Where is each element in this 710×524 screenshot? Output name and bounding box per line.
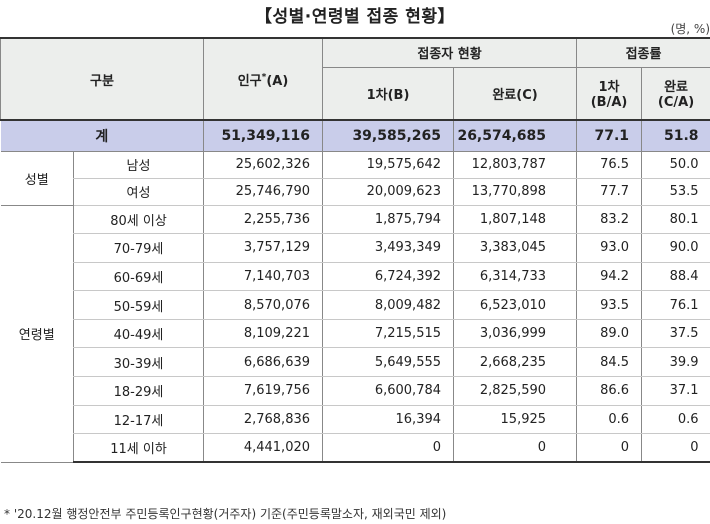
row-rate-complete: 76.1 [641, 290, 710, 320]
total-complete: 26,574,685 [453, 119, 577, 152]
total-label: 계 [0, 119, 204, 152]
row-first: 0 [322, 433, 454, 464]
row-label: 12-17세 [72, 405, 204, 435]
header-rate-complete: 완료 (C/A) [641, 66, 710, 121]
row-complete: 12,803,787 [453, 151, 577, 179]
row-rate-first: 93.5 [576, 290, 642, 320]
row-label: 남성 [72, 151, 204, 179]
group-label-age: 연령별 [0, 205, 74, 463]
row-rate-complete: 88.4 [641, 262, 710, 292]
row-rate-complete: 80.1 [641, 205, 710, 235]
row-label: 30-39세 [72, 347, 204, 378]
row-rate-complete: 90.0 [641, 233, 710, 263]
row-rate-complete: 39.9 [641, 347, 710, 378]
row-first: 8,009,482 [322, 290, 454, 320]
table-row: 18-29세 7,619,756 6,600,784 2,825,590 86.6 37.… [1, 376, 710, 406]
row-population: 25,746,790 [203, 178, 323, 206]
table-row: 11세 이하 4,441,020 0 0 0 0 [1, 433, 710, 464]
header-vaccinated: 접종자 현황 [322, 37, 578, 68]
row-label: 11세 이하 [72, 433, 204, 464]
row-population: 8,570,076 [203, 290, 323, 320]
row-rate-complete: 0 [641, 433, 710, 464]
row-rate-first: 76.5 [576, 151, 642, 179]
table-row: 40-49세 8,109,221 7,215,515 3,036,999 89.0 37.… [1, 319, 710, 349]
row-complete: 1,807,148 [453, 205, 577, 235]
row-population: 2,255,736 [203, 205, 323, 235]
header-population: 인구*(A) [203, 37, 324, 121]
row-rate-first: 0 [576, 433, 642, 464]
row-population: 6,686,639 [203, 347, 323, 378]
row-label: 여성 [72, 178, 204, 206]
row-first: 1,875,794 [322, 205, 454, 235]
row-rate-complete: 0.6 [641, 405, 710, 435]
table-row: 12-17세 2,768,836 16,394 15,925 0.6 0.6 [1, 405, 710, 435]
group-label-gender: 성별 [0, 151, 74, 206]
row-rate-first: 94.2 [576, 262, 642, 292]
header-rate: 접종률 [576, 37, 710, 68]
table-row: 30-39세 6,686,639 5,649,555 2,668,235 84.5 39.… [1, 347, 710, 378]
row-label: 40-49세 [72, 319, 204, 349]
row-rate-complete: 53.5 [641, 178, 710, 206]
row-label: 80세 이상 [72, 205, 204, 235]
total-rate-first: 77.1 [576, 119, 642, 152]
row-rate-first: 0.6 [576, 405, 642, 435]
header-first: 1차(B) [322, 66, 455, 121]
row-rate-first: 93.0 [576, 233, 642, 263]
row-first: 6,600,784 [322, 376, 454, 406]
row-rate-first: 84.5 [576, 347, 642, 378]
row-label: 60-69세 [72, 262, 204, 292]
row-population: 25,602,326 [203, 151, 323, 179]
total-rate-complete: 51.8 [641, 119, 710, 152]
table-row: 50-59세 8,570,076 8,009,482 6,523,010 93.5 76.… [1, 290, 710, 320]
row-rate-first: 77.7 [576, 178, 642, 206]
row-label: 70-79세 [72, 233, 204, 263]
table-title: 【성별·연령별 접종 현황】 [254, 7, 456, 27]
row-rate-complete: 50.0 [641, 151, 710, 179]
row-label: 50-59세 [72, 290, 204, 320]
row-complete: 3,383,045 [453, 233, 577, 263]
header-rate-first: 1차 (B/A) [576, 66, 643, 121]
table-row: 성별 남성 25,602,326 19,575,642 12,803,787 76.5 50… [0, 151, 710, 206]
row-first: 5,649,555 [322, 347, 454, 378]
row-complete: 6,314,733 [453, 262, 577, 292]
table-row: 60-69세 7,140,703 6,724,392 6,314,733 94.2 88.… [1, 262, 710, 292]
row-rate-first: 86.6 [576, 376, 642, 406]
table-row: 70-79세 3,757,129 3,493,349 3,383,045 93.0 90.… [1, 233, 710, 263]
row-first: 3,493,349 [322, 233, 454, 263]
row-population: 3,757,129 [203, 233, 323, 263]
row-rate-first: 83.2 [576, 205, 642, 235]
row-complete: 3,036,999 [453, 319, 577, 349]
row-complete: 2,825,590 [453, 376, 577, 406]
row-population: 2,768,836 [203, 405, 323, 435]
row-rate-complete: 37.5 [641, 319, 710, 349]
row-complete: 15,925 [453, 405, 577, 435]
total-row: 계 51,349,116 39,585,265 26,574,685 77.1 … [0, 119, 710, 152]
row-first: 7,215,515 [322, 319, 454, 349]
footnote: * '20.12월 행정안전부 주민등록인구현황(거주자) 기준(주민등록말소자… [4, 507, 447, 521]
table-row: 연령별 80세 이상 2,255,736 1,875,794 1,807,148 83.2… [0, 205, 710, 463]
row-population: 4,441,020 [203, 433, 323, 464]
row-first: 6,724,392 [322, 262, 454, 292]
row-rate-complete: 37.1 [641, 376, 710, 406]
row-population: 8,109,221 [203, 319, 323, 349]
header-category: 구분 [0, 37, 205, 121]
row-first: 19,575,642 [322, 151, 454, 179]
row-label: 18-29세 [72, 376, 204, 406]
row-population: 7,140,703 [203, 262, 323, 292]
row-rate-first: 89.0 [576, 319, 642, 349]
row-population: 7,619,756 [203, 376, 323, 406]
total-first: 39,585,265 [322, 119, 454, 152]
row-first: 16,394 [322, 405, 454, 435]
row-complete: 0 [453, 433, 577, 464]
row-complete: 6,523,010 [453, 290, 577, 320]
row-complete: 2,668,235 [453, 347, 577, 378]
row-complete: 13,770,898 [453, 178, 577, 206]
row-first: 20,009,623 [322, 178, 454, 206]
total-population: 51,349,116 [203, 119, 323, 152]
vaccination-table: 구분 인구*(A) 접종자 현황 접종률 1차(B) 완료(C) 1차 (B/A)… [0, 37, 710, 464]
header-complete: 완료(C) [453, 66, 578, 121]
unit-label: (명, %) [670, 22, 710, 36]
table-row: 여성 25,746,790 20,009,623 13,770,898 77.7 53.5 [1, 178, 710, 206]
